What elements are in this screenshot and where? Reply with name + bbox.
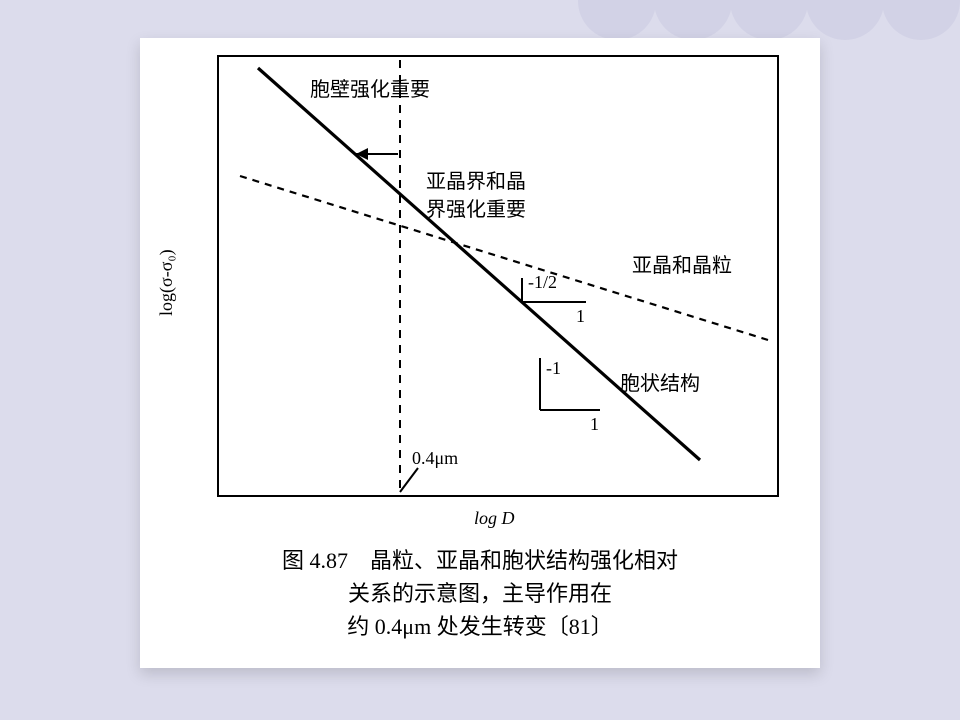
figure-panel: 0.4μm -1/2 1 -1 1 胞壁强化重要亚晶界和晶界强化重要亚晶和晶粒胞状结构 lo…: [140, 38, 820, 668]
slope-label-one: -1: [546, 358, 561, 378]
slope-run-one: 1: [590, 414, 599, 434]
caption-line-2: 关系的示意图，主导作用在: [150, 577, 810, 610]
region-left-top: 胞壁强化重要: [310, 78, 430, 101]
region-right-2: 界强化重要: [426, 198, 526, 221]
region-right-1: 亚晶界和晶: [426, 170, 526, 193]
y-axis-label: log(σ-σ₀): [156, 249, 177, 316]
slide-decoration: [580, 0, 960, 40]
figure-caption: 图 4.87 晶粒、亚晶和胞状结构强化相对 关系的示意图，主导作用在 约 0.4…: [140, 538, 820, 653]
slope-run-half: 1: [576, 306, 585, 326]
loglog-chart: 0.4μm -1/2 1 -1 1 胞壁强化重要亚晶界和晶界强化重要亚晶和晶粒胞状结构 lo…: [140, 38, 820, 538]
line-label-shallow: 亚晶和晶粒: [632, 254, 732, 277]
slope-label-half: -1/2: [528, 272, 557, 292]
caption-line-1: 图 4.87 晶粒、亚晶和胞状结构强化相对: [150, 544, 810, 577]
x-axis-label: log D: [474, 508, 515, 528]
caption-line-3: 约 0.4μm 处发生转变〔81〕: [150, 610, 810, 643]
line-label-steep: 胞状结构: [620, 372, 700, 395]
vline-label: 0.4μm: [412, 448, 458, 468]
